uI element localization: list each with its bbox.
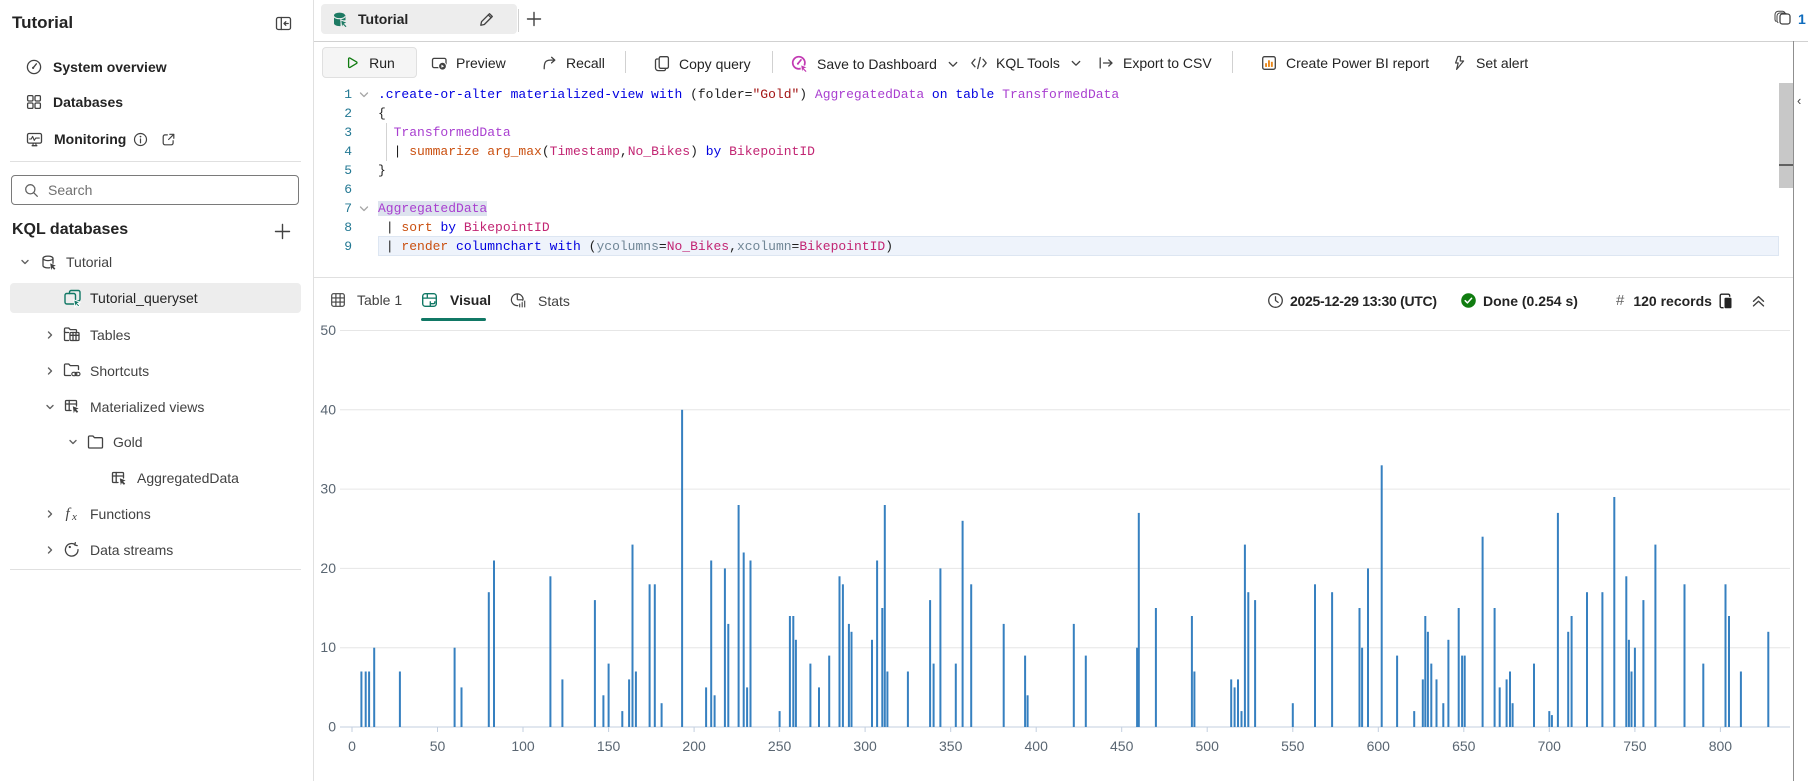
svg-text:40: 40 <box>320 401 336 417</box>
svg-text:700: 700 <box>1538 738 1562 754</box>
svg-text:350: 350 <box>939 738 963 754</box>
svg-text:f: f <box>66 506 72 522</box>
svg-text:750: 750 <box>1623 738 1647 754</box>
svg-text:600: 600 <box>1367 738 1391 754</box>
svg-text:400: 400 <box>1025 738 1049 754</box>
svg-text:650: 650 <box>1452 738 1476 754</box>
svg-text:x: x <box>71 511 77 522</box>
svg-text:30: 30 <box>320 481 336 497</box>
svg-text:20: 20 <box>320 560 336 576</box>
svg-text:150: 150 <box>597 738 621 754</box>
svg-text:550: 550 <box>1281 738 1305 754</box>
svg-text:300: 300 <box>853 738 877 754</box>
svg-text:100: 100 <box>511 738 535 754</box>
svg-text:0: 0 <box>348 738 356 754</box>
svg-text:10: 10 <box>320 639 336 655</box>
svg-text:200: 200 <box>682 738 706 754</box>
svg-text:250: 250 <box>768 738 792 754</box>
svg-text:50: 50 <box>320 322 336 338</box>
svg-text:800: 800 <box>1709 738 1733 754</box>
svg-text:0: 0 <box>328 719 336 735</box>
svg-text:500: 500 <box>1196 738 1220 754</box>
svg-text:450: 450 <box>1110 738 1134 754</box>
svg-text:50: 50 <box>430 738 446 754</box>
